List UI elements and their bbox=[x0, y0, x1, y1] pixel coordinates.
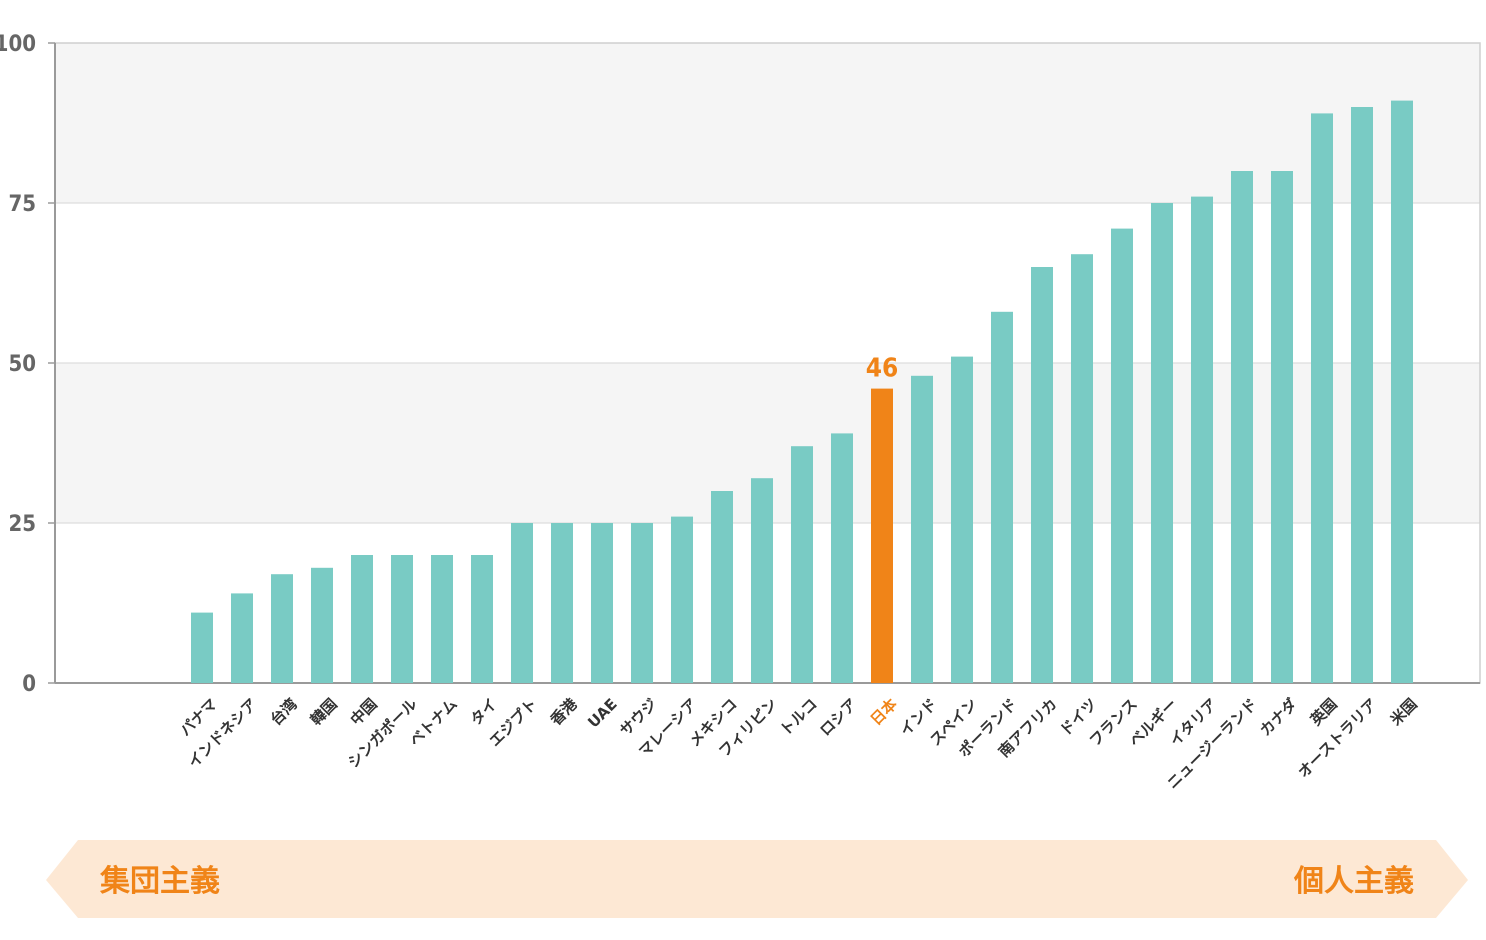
bar bbox=[991, 311, 1013, 683]
bar bbox=[1191, 196, 1213, 683]
bar bbox=[671, 516, 693, 683]
bar bbox=[431, 555, 453, 683]
x-tick-label: トルコ bbox=[776, 695, 820, 739]
bar-highlighted bbox=[871, 388, 893, 683]
bar bbox=[551, 523, 573, 683]
bar bbox=[271, 574, 293, 683]
y-tick-label: 0 bbox=[22, 672, 36, 697]
x-tick-label: 英国 bbox=[1307, 695, 1341, 729]
bar bbox=[1071, 254, 1093, 683]
individualism-scale-arrow: 集団主義 個人主義 bbox=[46, 840, 1468, 918]
bar bbox=[1111, 228, 1133, 683]
bar bbox=[1311, 113, 1333, 683]
bar bbox=[1231, 171, 1253, 683]
x-tick-label: カナダ bbox=[1256, 695, 1301, 740]
collectivism-label: 集団主義 bbox=[99, 864, 220, 899]
bar bbox=[791, 446, 813, 683]
x-tick-label: 米国 bbox=[1387, 695, 1421, 729]
y-tick-label: 100 bbox=[0, 32, 36, 57]
x-tick-label: 中国 bbox=[347, 695, 381, 729]
x-tick-label: タイ bbox=[467, 695, 501, 729]
y-tick-label: 75 bbox=[8, 192, 36, 217]
x-tick-label: 韓国 bbox=[307, 695, 341, 729]
bar bbox=[591, 523, 613, 683]
bar bbox=[1031, 267, 1053, 683]
y-tick-label: 25 bbox=[8, 512, 36, 537]
bar bbox=[951, 356, 973, 683]
bar bbox=[711, 491, 733, 683]
data-label: 46 bbox=[866, 354, 899, 384]
bar bbox=[1351, 107, 1373, 683]
bar bbox=[1391, 100, 1413, 684]
bar bbox=[631, 523, 653, 683]
chart-background-bands bbox=[55, 43, 1480, 523]
bar bbox=[311, 567, 333, 683]
x-tick-label: ロシア bbox=[816, 695, 861, 740]
x-tick-label: 香港 bbox=[547, 694, 582, 729]
x-tick-label: UAE bbox=[584, 695, 620, 731]
bar bbox=[831, 433, 853, 683]
bar bbox=[1271, 171, 1293, 683]
bar bbox=[351, 555, 373, 683]
background-band bbox=[55, 43, 1480, 203]
bar bbox=[471, 555, 493, 683]
bar bbox=[391, 555, 413, 683]
bar bbox=[511, 523, 533, 683]
scale-arrow-shape bbox=[46, 840, 1468, 918]
y-tick-label: 50 bbox=[8, 352, 36, 377]
bar bbox=[1151, 203, 1173, 683]
x-tick-label: 台湾 bbox=[267, 695, 301, 729]
bar bbox=[911, 375, 933, 683]
data-labels: 46 bbox=[866, 354, 899, 384]
bar bbox=[231, 593, 253, 683]
individualism-label: 個人主義 bbox=[1293, 864, 1414, 899]
bar bbox=[191, 612, 213, 683]
x-tick-label: 日本 bbox=[867, 695, 901, 729]
bar bbox=[751, 478, 773, 683]
y-axis: 0 25 50 75 100 bbox=[0, 32, 55, 697]
bars bbox=[191, 100, 1413, 684]
